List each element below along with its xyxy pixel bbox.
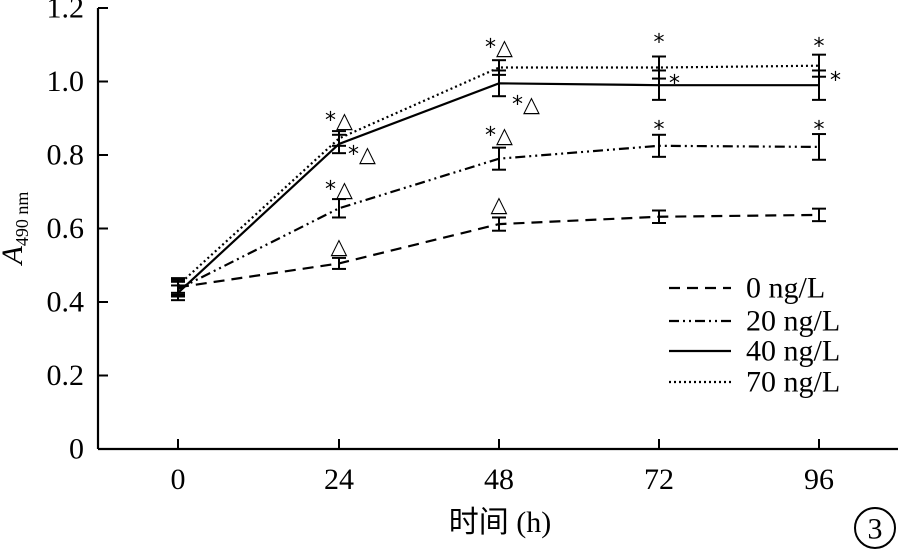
- significance-mark: △: [491, 193, 508, 218]
- y-tick-label: 0.8: [47, 139, 85, 172]
- y-axis-title-main: A: [0, 245, 29, 266]
- y-tick-label: 0.2: [47, 359, 85, 392]
- series-0-ng-l: [171, 209, 826, 295]
- legend-label: 20 ng/L: [746, 305, 840, 338]
- significance-mark: *: [654, 31, 665, 56]
- significance-mark: *△: [485, 36, 513, 61]
- panel-label-text: 3: [868, 513, 883, 546]
- series-line: [178, 66, 819, 286]
- significance-mark: *: [669, 72, 680, 97]
- y-tick-label: 0.6: [47, 212, 85, 245]
- significance-mark: △: [331, 235, 348, 260]
- x-tick-label: 24: [324, 463, 354, 496]
- significance-mark: *: [814, 35, 825, 60]
- series-group: [171, 55, 826, 300]
- x-tick-label: 0: [171, 463, 186, 496]
- significance-mark: *: [654, 118, 665, 143]
- significance-mark: *△: [325, 178, 353, 203]
- series-40-ng-l: [171, 70, 826, 300]
- legend: 0 ng/L20 ng/L40 ng/L70 ng/L: [669, 272, 840, 399]
- significance-marks: △△*△*△ * **△*△* **△*△ * *: [325, 31, 841, 260]
- y-tick-label: 1.0: [47, 65, 85, 98]
- significance-mark: *: [814, 118, 825, 143]
- significance-mark: *△: [512, 93, 540, 118]
- significance-mark: *△: [485, 124, 513, 149]
- significance-mark: *: [830, 69, 841, 94]
- x-axis-title: 时间 (h): [449, 506, 551, 539]
- significance-mark: *△: [325, 109, 353, 134]
- legend-label: 0 ng/L: [746, 272, 825, 305]
- series-line: [178, 83, 819, 292]
- y-tick-label: 0: [69, 433, 84, 466]
- line-chart: 0 0.2 0.4 0.6 0.8 1.0 1.2 0 24 48 72 96 A490 nm 时间…: [0, 0, 900, 551]
- y-axis-title-subscript: 490 nm: [12, 192, 32, 247]
- y-axis-title: A490 nm: [0, 192, 32, 267]
- legend-label: 40 ng/L: [746, 335, 840, 368]
- legend-label: 70 ng/L: [746, 366, 840, 399]
- x-tick-label: 72: [644, 463, 674, 496]
- y-tick-label: 1.2: [47, 0, 85, 25]
- x-ticks: 0 24 48 72 96: [171, 439, 835, 496]
- x-tick-label: 96: [804, 463, 834, 496]
- panel-label: 3: [855, 508, 895, 548]
- significance-mark: *△: [348, 143, 376, 168]
- y-tick-label: 0.4: [47, 286, 85, 319]
- x-tick-label: 48: [484, 463, 514, 496]
